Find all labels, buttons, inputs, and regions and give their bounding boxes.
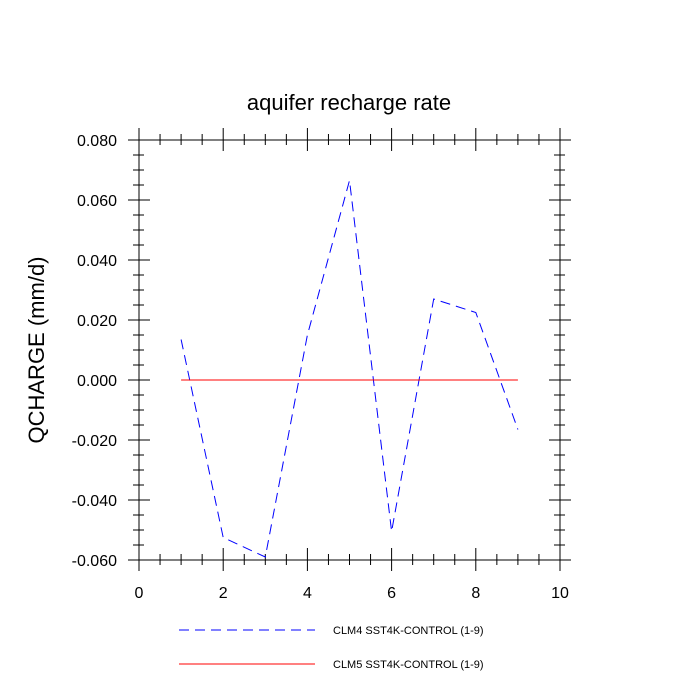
y-tick-label: 0.060	[77, 193, 117, 210]
y-tick-label: 0.020	[77, 313, 117, 330]
legend-label-1: CLM4 SST4K-CONTROL (1-9)	[333, 625, 484, 637]
y-tick-label: 0.080	[77, 133, 117, 150]
legend: CLM4 SST4K-CONTROL (1-9) CLM5 SST4K-CONTR…	[179, 625, 484, 671]
series-line-1	[180, 180, 519, 558]
y-tick-label: 0.000	[77, 373, 117, 390]
y-tick-label: 0.040	[77, 253, 117, 270]
x-tick-label: 10	[551, 585, 569, 602]
y-tick-label: -0.040	[72, 493, 117, 510]
axis-tick-labels: 0 2 4 6 8 10 -0.060 -0.040 -0.020 0.000 0.020 0.040…	[72, 133, 569, 602]
series-layer	[180, 180, 519, 558]
chart-title: aquifer recharge rate	[247, 90, 451, 115]
y-axis-label: QCHARGE (mm/d)	[24, 257, 49, 444]
x-tick-label: 8	[471, 585, 480, 602]
x-tick-label: 6	[387, 585, 396, 602]
y-tick-label: -0.020	[72, 433, 117, 450]
legend-label-2: CLM5 SST4K-CONTROL (1-9)	[333, 659, 484, 671]
y-tick-label: -0.060	[72, 553, 117, 570]
x-tick-label: 2	[219, 585, 228, 602]
plot-frame	[138, 139, 561, 561]
x-tick-label: 0	[135, 585, 144, 602]
axis-ticks	[128, 128, 571, 571]
x-tick-label: 4	[303, 585, 312, 602]
